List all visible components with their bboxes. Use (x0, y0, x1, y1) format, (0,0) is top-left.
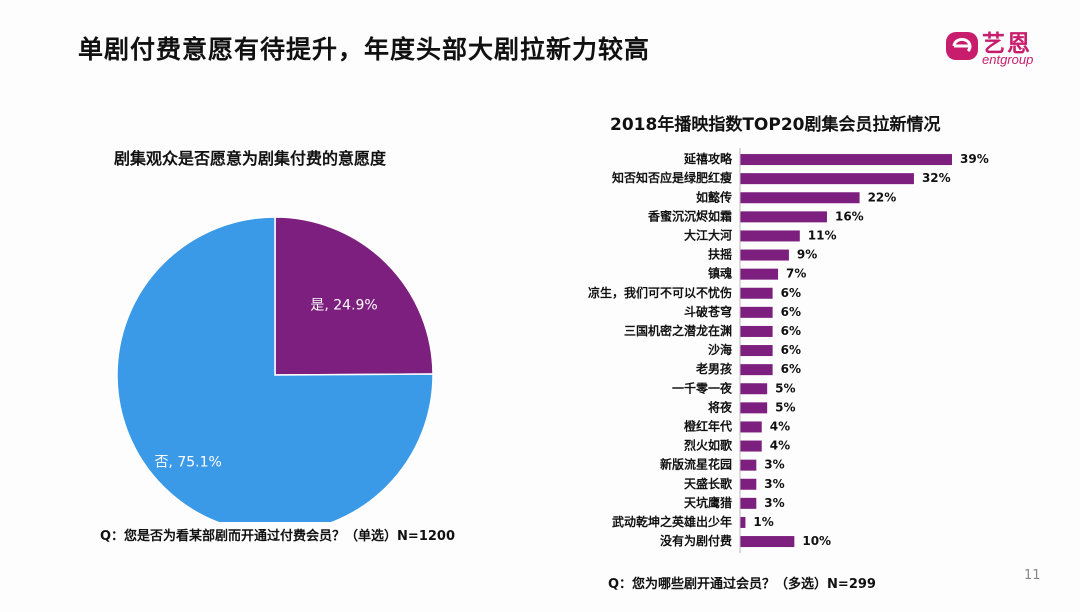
bar-value-label: 9% (797, 248, 817, 262)
bar-category-label: 镇魂 (708, 266, 732, 281)
bar-value-label: 6% (781, 305, 801, 319)
bar-category-label: 武动乾坤之英雄出少年 (612, 514, 732, 529)
bar-chart-title: 2018年播映指数TOP20剧集会员拉新情况 (610, 115, 941, 135)
bar (740, 497, 757, 509)
bar (740, 287, 773, 299)
bar-category-label: 香蜜沉沉烬如霜 (647, 208, 732, 223)
bar-category-label: 大江大河 (684, 227, 732, 242)
bar (740, 364, 773, 376)
bar (740, 306, 773, 318)
bar-category-label: 知否知否应是绿肥红瘦 (611, 170, 732, 185)
pie-slice-1 (116, 216, 434, 522)
bar (740, 325, 773, 337)
pie-slice-label-0: 是, 24.9% (310, 298, 377, 314)
bar-category-label: 斗破苍穹 (684, 304, 732, 319)
page-number: 11 (1024, 568, 1041, 583)
bar-value-label: 3% (764, 477, 784, 491)
bar-category-label: 三国机密之潜龙在渊 (624, 323, 732, 338)
bar-value-label: 6% (781, 362, 801, 376)
pie-chart-question-note: Q：您是否为看某部剧而开通过付费会员？（单选）N=1200 (100, 529, 456, 544)
logo-english-text: entgroup (982, 52, 1034, 67)
bar (740, 402, 768, 414)
bar-category-label: 如懿传 (696, 189, 732, 204)
logo-chinese-text: 艺恩 (982, 31, 1032, 57)
bar-value-label: 22% (868, 190, 897, 204)
bar-chart-question-note: Q：您为哪些剧开通过会员？（多选）N=299 (608, 577, 876, 592)
bar-category-label: 没有为剧付费 (660, 533, 732, 548)
bar (740, 536, 795, 548)
bar (740, 192, 860, 204)
slide-title: 单剧付费意愿有待提升，年度头部大剧拉新力较高 (78, 35, 651, 64)
bar-value-label: 4% (770, 439, 790, 453)
bar-category-label: 扶摇 (708, 247, 732, 262)
bar (740, 478, 757, 490)
bar-category-label: 天盛长歌 (684, 476, 733, 491)
bar-value-label: 11% (808, 228, 837, 242)
bar-chart: 延禧攻略 39% 知否知否应是绿肥红瘦 32% 如懿传 22% 香蜜沉沉烬如霜 16% 大江大河… (588, 148, 989, 554)
bar (740, 459, 757, 471)
bar-category-label: 新版流星花园 (660, 457, 732, 472)
bar (740, 516, 746, 528)
bar (740, 268, 779, 280)
bar-category-label: 老男孩 (696, 361, 732, 376)
bar-value-label: 16% (835, 209, 864, 223)
bar-value-label: 5% (775, 400, 795, 414)
bar-category-label: 天坑鹰猎 (684, 495, 732, 510)
bar-value-label: 39% (960, 152, 989, 166)
bar-category-label: 将夜 (708, 399, 733, 414)
pie-chart-title: 剧集观众是否愿意为剧集付费的意愿度 (114, 149, 387, 168)
bar (740, 383, 768, 395)
bar-category-label: 延禧攻略 (683, 151, 733, 166)
bar (740, 230, 800, 242)
bar-category-label: 凉生，我们可不可以不忧伤 (588, 285, 732, 300)
bar-category-label: 烈火如歌 (684, 438, 733, 453)
bar-value-label: 6% (781, 324, 801, 338)
bar-value-label: 10% (802, 534, 831, 548)
bar (740, 154, 952, 166)
bar-value-label: 4% (770, 419, 790, 433)
bar-value-label: 6% (781, 343, 801, 357)
bar-category-label: 一千零一夜 (672, 380, 733, 395)
bar (740, 211, 827, 223)
bar (740, 345, 773, 357)
pie-slice-0 (274, 216, 434, 376)
bar-value-label: 32% (922, 171, 951, 185)
pie-chart: 是, 24.9% 否, 75.1% (116, 216, 434, 522)
bar-value-label: 3% (764, 458, 784, 472)
bar (740, 173, 914, 185)
entgroup-logo: 艺恩 entgroup (944, 24, 1054, 72)
entgroup-logo-icon (946, 32, 978, 60)
bar (740, 440, 762, 452)
bar-value-label: 3% (764, 496, 784, 510)
bar (740, 421, 762, 433)
bar (740, 249, 789, 261)
bar-value-label: 1% (753, 515, 773, 529)
bar-value-label: 5% (775, 381, 795, 395)
bar-value-label: 7% (786, 267, 806, 281)
bar-value-label: 6% (781, 286, 801, 300)
bar-category-label: 橙红年代 (684, 418, 732, 433)
pie-slice-label-1: 否, 75.1% (154, 454, 221, 470)
bar-category-label: 沙海 (708, 342, 732, 357)
